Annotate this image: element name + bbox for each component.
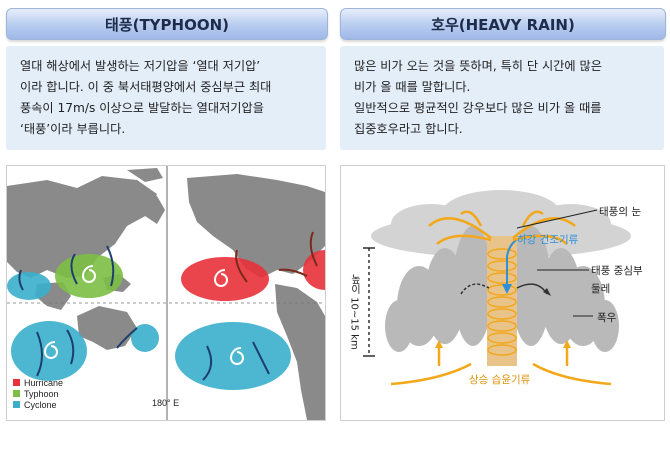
downdraft-label: 하강 건조기류 xyxy=(517,234,579,246)
track-arrow xyxy=(66,329,75,365)
legend-item-cyclone: Cyclone xyxy=(13,399,63,410)
updraft-label: 상승 습윤기류 xyxy=(469,374,531,386)
typhoon-swatch xyxy=(13,390,20,397)
map-legend: Hurricane Typhoon Cyclone xyxy=(13,377,63,410)
hurricane-zone-atlantic xyxy=(303,250,325,290)
track-arrow xyxy=(235,249,248,283)
updraft-arrows-bottom xyxy=(390,346,612,386)
hurricane-swatch xyxy=(13,379,20,386)
track-arrow xyxy=(252,341,270,375)
cyclone-zone-south-pacific xyxy=(175,322,291,390)
rotation-arrow xyxy=(460,283,490,295)
legend-item-typhoon: Typhoon xyxy=(13,388,63,399)
track-arrow xyxy=(70,253,78,285)
swirl-icon xyxy=(229,347,244,365)
heavy-rain-title: 호우(HEAVY RAIN) xyxy=(431,15,575,34)
legend-item-hurricane: Hurricane xyxy=(13,377,63,388)
track-arrow xyxy=(18,269,24,291)
hurricane-zone-pacific xyxy=(181,257,269,301)
storm-track-arrows xyxy=(18,245,270,381)
typhoon-description: 열대 해상에서 발생하는 저기압을 ‘열대 저기압’ 이라 합니다. 이 중 북… xyxy=(20,59,272,136)
heavy-rain-title-bar: 호우(HEAVY RAIN) xyxy=(340,8,666,40)
typhoon-title-bar: 태풍(TYPHOON) xyxy=(6,8,328,40)
map-axis-label: 180° E xyxy=(152,398,180,408)
eyewall-label: 태풍 중심부 둘레 xyxy=(591,265,643,295)
track-arrow xyxy=(202,345,213,381)
track-arrow xyxy=(309,231,318,267)
track-arrow xyxy=(278,268,308,277)
typhoon-cross-section: 높이 10~15 km 태풍의 눈 하강 건조기류 태풍 중심부 둘레 폭우 상… xyxy=(340,165,665,421)
height-label: 높이 10~15 km xyxy=(348,274,360,350)
swirl-icon xyxy=(81,265,96,283)
typhoon-title: 태풍(TYPHOON) xyxy=(104,15,229,34)
heavy-rain-description: 많은 비가 오는 것을 뜻하며, 특히 단 시간에 많은 비가 올 때를 말합니… xyxy=(354,59,602,136)
hurricane-track-arrows xyxy=(235,231,318,283)
cross-section-graphic xyxy=(363,190,631,386)
cyclone-swatch xyxy=(13,401,20,408)
typhoon-description-box: 열대 해상에서 발생하는 저기압을 ‘열대 저기압’ 이라 합니다. 이 중 북… xyxy=(6,46,326,150)
track-arrow xyxy=(36,331,43,377)
cloud-side xyxy=(385,226,619,352)
eyewall-spiral xyxy=(487,248,517,356)
cyclone-zone-australia xyxy=(131,324,159,352)
swirl-icons xyxy=(43,265,244,365)
swirl-icon xyxy=(43,341,58,359)
landmass xyxy=(7,168,325,420)
cyclone-zone-north xyxy=(7,272,51,300)
updraft-arrows-top xyxy=(428,210,576,245)
world-map-graphic xyxy=(7,166,325,420)
cyclone-zone-indian xyxy=(11,321,87,381)
label-leader-lines xyxy=(516,209,598,317)
eye-label: 태풍의 눈 xyxy=(599,206,641,218)
swirl-icon xyxy=(213,269,228,287)
heavy-rain-description-box: 많은 비가 오는 것을 뜻하며, 특히 단 시간에 많은 비가 올 때를 말합니… xyxy=(340,46,664,150)
track-arrow xyxy=(116,327,138,349)
tropical-cyclone-map: Hurricane Typhoon Cyclone 180° E xyxy=(6,165,326,421)
track-arrow xyxy=(106,245,115,287)
heavy-rain-label: 폭우 xyxy=(597,312,617,324)
